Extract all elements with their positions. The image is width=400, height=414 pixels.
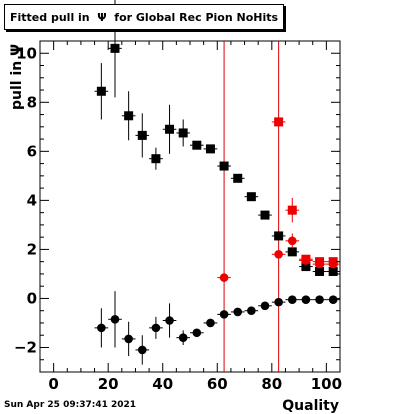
y-tick-label: 0 [27,289,37,307]
x-tick-label: 0 [48,375,58,393]
data-point-circle [315,259,324,269]
y-tick-label: 2 [27,240,37,258]
data-series [94,0,340,365]
y-tick-label: −2 [14,338,37,356]
x-tick-label: 60 [207,375,228,393]
data-point-circle [110,314,120,324]
data-point-circle [287,295,297,304]
data-point-circle [247,306,256,316]
data-point-square [165,124,175,134]
x-axis: 0 20 40 60 80 100 [39,41,342,393]
data-point-square [301,262,311,272]
x-axis-title: Quality [282,398,339,414]
y-tick-label: 4 [27,191,37,209]
y-axis-title: pull in Ψ [9,44,25,110]
data-point-square [110,43,120,53]
data-point-circle [124,334,133,344]
y-tick-label: 10 [16,44,37,62]
data-point-square [328,266,338,276]
y-tick-label: 8 [27,93,37,111]
series-1 [94,291,340,365]
data-point-circle [328,295,338,304]
data-point-square [233,173,243,183]
data-point-circle [206,318,215,328]
data-point-circle [178,333,188,342]
data-point-circle [151,323,161,333]
data-point-square [274,117,284,127]
chart-title: Fitted pull in Ψ for Global Rec Pion NoH… [4,4,284,30]
data-point-square [315,266,325,276]
data-point-square [205,144,215,154]
data-point-square [274,231,284,241]
data-point-circle [219,310,229,319]
y-axis: −2 0 2 4 6 8 10 [14,40,340,373]
x-tick-label: 40 [152,375,173,393]
data-point-square [287,205,297,215]
series-0 [94,0,340,276]
data-point-square [96,86,106,96]
timestamp: Sun Apr 25 09:37:41 2021 [4,400,137,410]
data-point-circle [315,295,324,304]
data-point-circle [192,328,202,338]
data-point-circle [328,259,338,269]
cut-lines [223,41,280,372]
data-point-circle [260,301,270,311]
data-point-circle [301,295,311,304]
data-point-circle [137,345,147,355]
series-2 [271,117,340,267]
data-point-square [178,128,188,138]
x-tick-label: 100 [311,375,342,393]
data-point-circle [219,273,229,282]
data-point-square [192,140,202,150]
data-point-circle [301,256,311,265]
data-point-circle [274,250,283,259]
y-tick-label: 6 [27,142,37,160]
data-point-circle [287,236,297,246]
data-point-square [124,111,134,121]
data-point-circle [97,323,106,333]
x-tick-label: 20 [98,375,119,393]
series-3 [217,233,340,282]
data-point-circle [165,316,174,325]
data-point-square [287,247,297,257]
data-point-square [151,154,161,164]
data-point-square [260,210,270,220]
data-point-square [137,130,147,140]
x-tick-label: 80 [261,375,282,393]
data-point-circle [233,307,243,317]
data-point-square [246,192,256,202]
data-point-circle [274,297,283,307]
data-point-square [219,161,229,171]
